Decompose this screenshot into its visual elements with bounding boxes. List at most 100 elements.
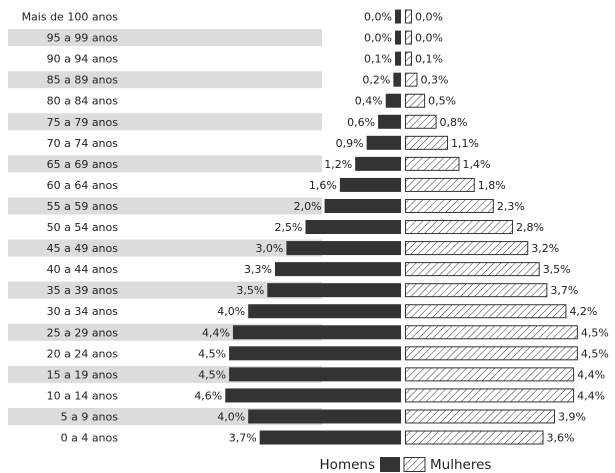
women-value-label: 0,0% (415, 11, 443, 24)
age-group-labels: Mais de 100 anos 95 a 99 anos 90 a 94 anos… (22, 11, 119, 445)
legend: Homens Mulheres (320, 457, 491, 473)
women-value-label: 0,3% (420, 74, 448, 87)
women-value-label: 0,5% (428, 95, 456, 108)
men-bar (305, 220, 401, 235)
men-bar (225, 388, 401, 403)
women-value-label: 4,5% (581, 326, 609, 339)
women-value-label: 4,4% (577, 368, 605, 381)
row-stripe (8, 407, 322, 425)
men-bar (366, 135, 401, 150)
row-stripe (8, 155, 322, 173)
row-stripe (8, 29, 322, 47)
men-value-label: 4,6% (194, 389, 222, 402)
age-group-label: 65 a 69 anos (47, 158, 119, 171)
women-value-label: 3,9% (558, 410, 586, 423)
men-value-label: 3,3% (244, 263, 272, 276)
men-bar (395, 9, 401, 24)
age-group-label: 80 a 84 anos (47, 95, 119, 108)
men-value-label: 0,1% (364, 53, 392, 66)
women-value-label: 3,2% (531, 242, 559, 255)
row-stripe (8, 71, 322, 89)
legend-label-men: Homens (320, 457, 375, 473)
row-stripe (8, 281, 322, 299)
legend-swatch-men (380, 457, 400, 472)
men-value-label: 3,7% (229, 432, 257, 445)
women-value-label: 3,7% (550, 284, 578, 297)
legend-swatch-women (403, 457, 426, 472)
age-group-label: 70 a 74 anos (47, 137, 119, 150)
women-value-label: 4,4% (577, 389, 605, 402)
women-value-label: 1,1% (451, 137, 479, 150)
age-group-label: 45 a 49 anos (47, 242, 119, 255)
men-bar (248, 304, 401, 319)
men-value-label: 2,5% (275, 221, 303, 234)
age-group-label: 95 a 99 anos (47, 32, 119, 45)
women-bar (405, 114, 437, 129)
men-bar (324, 198, 401, 213)
men-value-label: 3,0% (255, 242, 283, 255)
row-stripe (8, 197, 322, 215)
age-group-label: Mais de 100 anos (22, 11, 119, 24)
men-bar (232, 325, 401, 340)
men-value-label: 0,0% (364, 11, 392, 24)
men-value-label: 0,9% (336, 137, 364, 150)
women-value-label: 2,8% (516, 221, 544, 234)
men-bar (259, 430, 401, 445)
men-series: 0,0% 0,0% 0,1% 0,2% 0,4% 0,6% 0,9% 1,2% 1,6% 2,0%… (194, 9, 401, 445)
men-bar (395, 51, 401, 66)
women-bar (405, 51, 412, 66)
men-value-label: 1,6% (309, 179, 337, 192)
women-bar (405, 241, 529, 256)
women-bar (405, 135, 449, 150)
women-bar (405, 262, 540, 277)
women-bar (405, 367, 575, 382)
age-group-label: 35 a 39 anos (47, 284, 119, 297)
men-bar (248, 409, 401, 424)
women-series: 0,0% 0,0% 0,1% 0,3% 0,5% 0,8% 1,1% 1,4% 1,8% 2,3%… (405, 9, 609, 445)
men-value-label: 1,2% (324, 158, 352, 171)
women-value-label: 3,6% (547, 432, 575, 445)
women-bar (405, 325, 578, 340)
men-bar (395, 30, 401, 45)
women-bar (405, 220, 513, 235)
age-group-label: 30 a 34 anos (47, 305, 119, 318)
age-group-label: 20 a 24 anos (47, 347, 119, 360)
age-group-label: 0 a 4 anos (61, 432, 119, 445)
men-value-label: 0,6% (347, 116, 375, 129)
men-value-label: 4,0% (217, 410, 245, 423)
men-value-label: 0,4% (355, 95, 383, 108)
women-bar (405, 283, 548, 298)
women-value-label: 3,5% (543, 263, 571, 276)
women-bar (405, 93, 426, 108)
women-value-label: 1,4% (462, 158, 490, 171)
men-bar (393, 72, 401, 87)
men-value-label: 3,5% (236, 284, 264, 297)
women-value-label: 1,8% (478, 179, 506, 192)
women-bar (405, 177, 475, 192)
women-value-label: 0,0% (415, 32, 443, 45)
row-stripe (8, 239, 322, 257)
women-bar (405, 304, 567, 319)
men-bar (385, 93, 401, 108)
women-bar (405, 198, 494, 213)
women-bar (405, 72, 418, 87)
age-group-label: 10 a 14 anos (47, 389, 119, 402)
men-value-label: 4,5% (198, 368, 226, 381)
women-value-label: 0,8% (440, 116, 468, 129)
men-value-label: 0,0% (364, 32, 392, 45)
women-bar (405, 430, 544, 445)
women-bar (405, 388, 575, 403)
age-group-label: 25 a 29 anos (47, 326, 119, 339)
men-bar (267, 283, 401, 298)
age-group-label: 55 a 59 anos (47, 200, 119, 213)
women-value-label: 2,3% (497, 200, 525, 213)
row-stripe (8, 113, 322, 131)
women-value-label: 4,5% (581, 347, 609, 360)
men-value-label: 0,2% (362, 74, 390, 87)
men-value-label: 2,0% (294, 200, 322, 213)
men-bar (229, 367, 401, 382)
age-group-label: 75 a 79 anos (47, 116, 119, 129)
women-value-label: 4,2% (569, 305, 597, 318)
legend-label-women: Mulheres (430, 457, 491, 473)
